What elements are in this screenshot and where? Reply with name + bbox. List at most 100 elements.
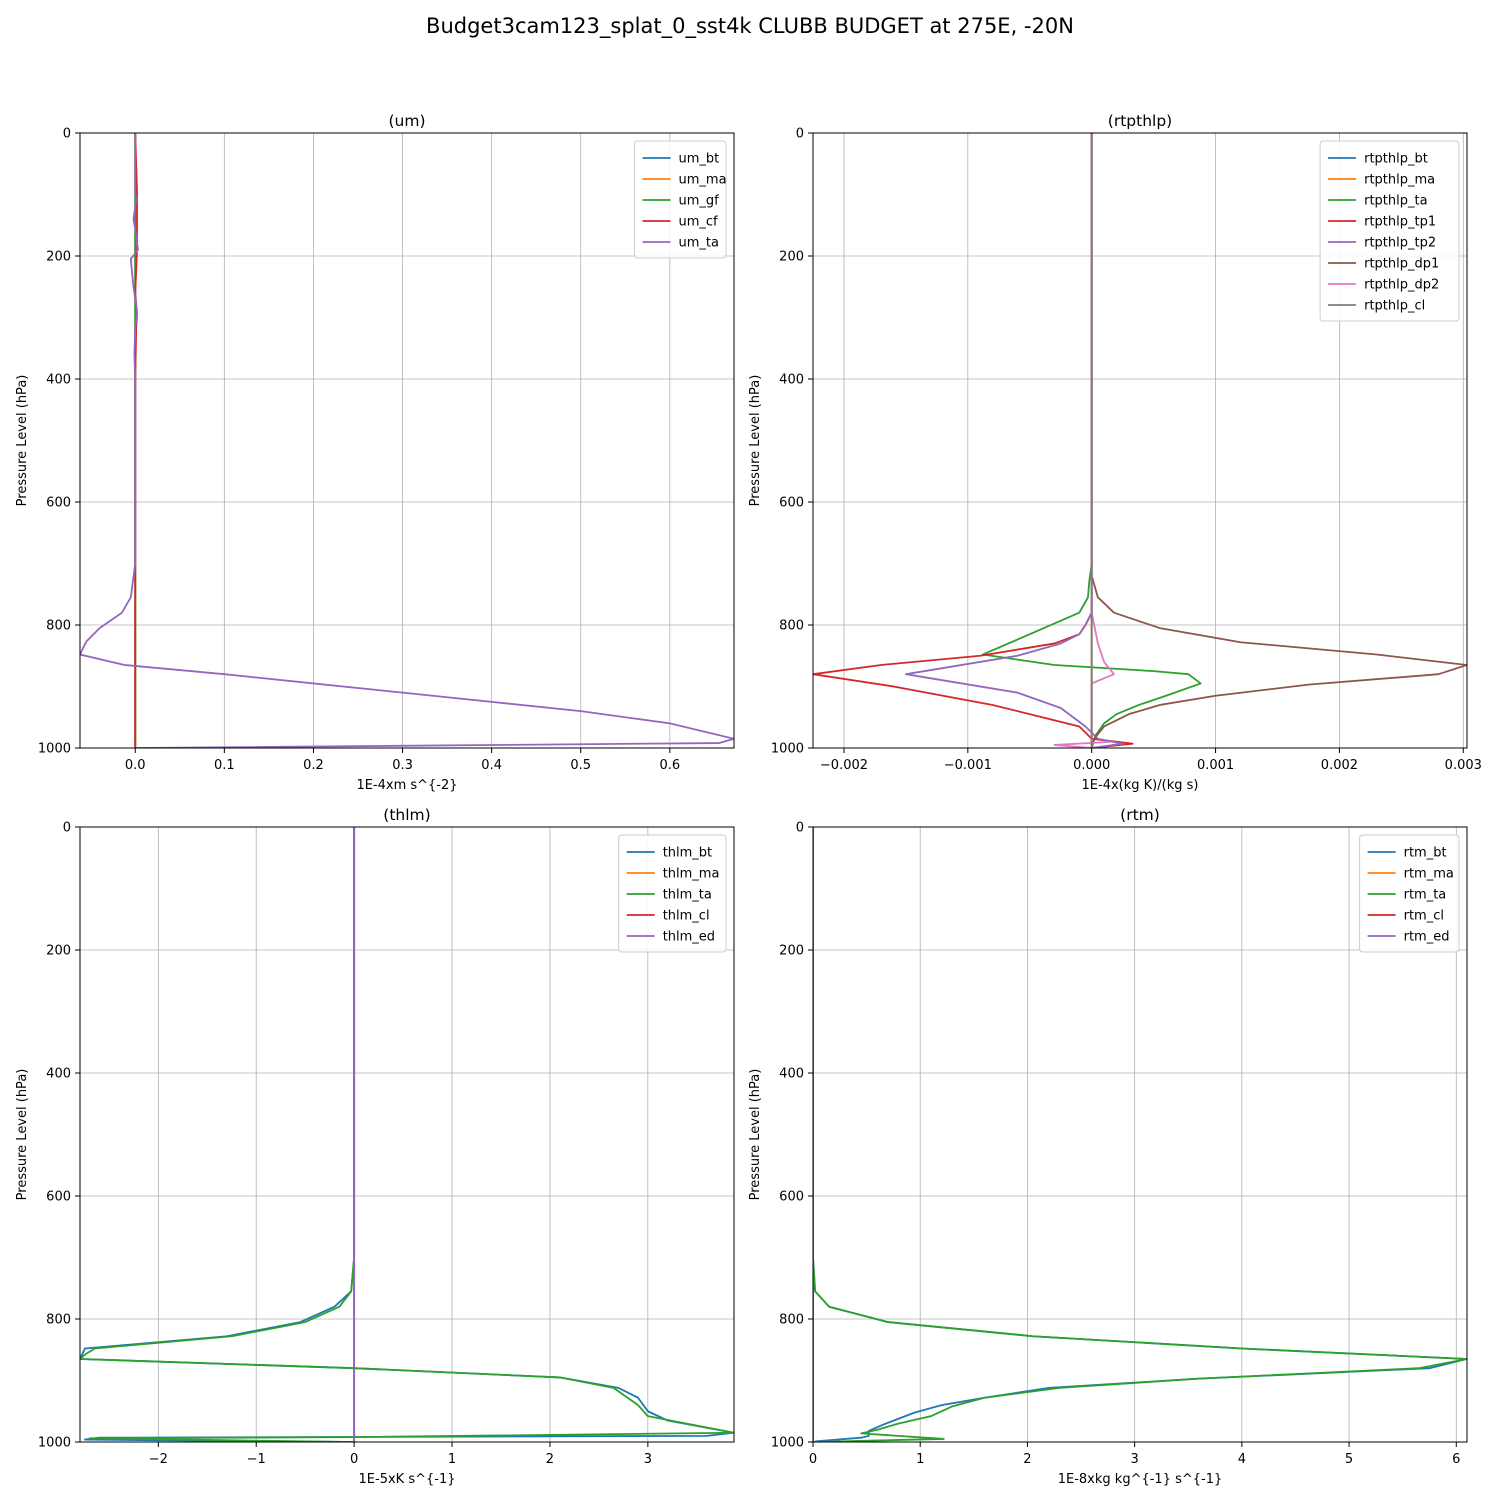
y-tick-label: 600 — [779, 496, 804, 511]
legend: rtpthlp_bt rtpthlp_ma rtpthlp_ta rtpthlp_tp… — [1319, 140, 1460, 322]
y-axis-label: Pressure Level (hPa) — [15, 1069, 30, 1201]
x-tick-label: 0.2 — [303, 758, 324, 773]
y-tick-label: 800 — [779, 1313, 804, 1328]
y-tick-label: 600 — [46, 1190, 71, 1205]
x-tick-label: 0 — [809, 1452, 817, 1467]
legend-label: rtpthlp_ma — [1364, 173, 1435, 188]
legend-box — [1359, 834, 1460, 953]
series-line-rtpthlp_dp1 — [1090, 133, 1467, 748]
x-tick-label: 3 — [644, 1452, 652, 1467]
legend-label: um_gf — [679, 194, 720, 209]
axes-frame — [812, 826, 1468, 1443]
series-line-rtpthlp_tp2 — [905, 133, 1124, 748]
y-tick-label: 1000 — [771, 742, 804, 757]
axes-frame — [79, 826, 735, 1443]
x-tick-label: 0.4 — [481, 758, 502, 773]
legend-box — [618, 834, 727, 953]
x-tick-label: 2 — [546, 1452, 554, 1467]
y-tick-label: 1000 — [38, 1436, 71, 1451]
legend: um_bt um_ma um_gf um_cf um_ta — [634, 140, 727, 259]
legend-label: thlm_ta — [663, 888, 712, 903]
legend-label: um_bt — [679, 152, 720, 167]
x-tick-label: 2 — [1023, 1452, 1031, 1467]
y-tick-label: 800 — [46, 619, 71, 634]
x-tick-label: 0.5 — [570, 758, 591, 773]
axes-frame — [79, 132, 735, 749]
y-tick-label: 0 — [796, 821, 804, 836]
y-tick-label: 600 — [46, 496, 71, 511]
legend-label: rtpthlp_dp1 — [1364, 257, 1439, 272]
series-line-rtpthlp_ta — [981, 133, 1202, 748]
x-tick-label: 0.001 — [1197, 758, 1234, 773]
legend-label: um_ma — [679, 173, 727, 188]
y-tick-label: 200 — [46, 944, 71, 959]
legend-label: um_cf — [679, 215, 719, 230]
legend-label: thlm_ed — [663, 930, 715, 945]
series-line-rtpthlp_dp2 — [1053, 133, 1115, 748]
legend-label: um_ta — [679, 236, 719, 251]
subplot-0: 0.0 0.1 0.2 0.3 0.4 0.5 0.6 0 200 400 600 800 1000 (u… — [15, 112, 735, 793]
legend-label: rtpthlp_bt — [1364, 152, 1428, 167]
x-tick-label: −1 — [247, 1452, 266, 1467]
series-line-thlm_ta — [80, 827, 734, 1442]
subplot-3: 0 1 2 3 4 5 6 0 200 400 600 800 1000 (rtm) 1E-8xkg kg^… — [748, 806, 1468, 1487]
x-tick-label: 5 — [1345, 1452, 1353, 1467]
y-tick-label: 400 — [46, 1067, 71, 1082]
x-tick-label: 4 — [1238, 1452, 1246, 1467]
legend-label: rtpthlp_dp2 — [1364, 278, 1439, 293]
x-tick-label: 0.6 — [660, 758, 681, 773]
y-tick-label: 800 — [779, 619, 804, 634]
x-axis-label: 1E-5xK s^{-1} — [359, 1472, 456, 1487]
x-tick-label: 0.003 — [1445, 758, 1482, 773]
axes-frame — [812, 132, 1468, 749]
legend-label: rtm_ed — [1404, 930, 1450, 945]
legend-label: rtm_ta — [1404, 888, 1447, 903]
legend-label: rtm_ma — [1404, 867, 1454, 882]
x-tick-label: 6 — [1452, 1452, 1460, 1467]
x-tick-label: 0.3 — [392, 758, 413, 773]
y-tick-label: 400 — [46, 373, 71, 388]
y-tick-label: 1000 — [771, 1436, 804, 1451]
legend-label: rtpthlp_cl — [1364, 299, 1425, 314]
legend-label: rtm_bt — [1404, 846, 1447, 861]
subplot-title: (rtpthlp) — [1108, 112, 1172, 130]
x-tick-label: 0.002 — [1321, 758, 1358, 773]
subplot-1: −0.002 −0.001 0.000 0.001 0.002 0.003 0 200 400 6… — [748, 112, 1482, 793]
x-tick-label: −0.001 — [944, 758, 992, 773]
legend-label: rtpthlp_tp2 — [1364, 236, 1436, 251]
series-line-um_ta — [80, 133, 734, 748]
x-axis-label: 1E-8xkg kg^{-1} s^{-1} — [1058, 1472, 1223, 1487]
legend: thlm_bt thlm_ma thlm_ta thlm_cl thlm_ed — [618, 834, 727, 953]
subplot-title: (rtm) — [1120, 806, 1160, 824]
legend-label: thlm_bt — [663, 846, 712, 861]
legend-label: thlm_cl — [663, 909, 710, 924]
legend-label: thlm_ma — [663, 867, 720, 882]
x-tick-label: 1 — [448, 1452, 456, 1467]
x-tick-label: 0.000 — [1073, 758, 1110, 773]
legend-label: rtm_cl — [1404, 909, 1444, 924]
y-tick-label: 0 — [796, 127, 804, 142]
x-axis-label: 1E-4x(kg K)/(kg s) — [1082, 778, 1199, 793]
legend-label: rtpthlp_tp1 — [1364, 215, 1436, 230]
y-tick-label: 400 — [779, 373, 804, 388]
y-tick-label: 800 — [46, 1313, 71, 1328]
subplot-title: (um) — [388, 112, 425, 130]
x-tick-label: −0.002 — [820, 758, 868, 773]
x-tick-label: 0.1 — [214, 758, 235, 773]
y-tick-label: 200 — [46, 250, 71, 265]
y-tick-label: 0 — [63, 127, 71, 142]
x-axis-label: 1E-4xm s^{-2} — [356, 778, 457, 793]
y-axis-label: Pressure Level (hPa) — [748, 375, 763, 507]
y-tick-label: 1000 — [38, 742, 71, 757]
y-axis-label: Pressure Level (hPa) — [15, 375, 30, 507]
legend-box — [634, 140, 727, 259]
y-tick-label: 400 — [779, 1067, 804, 1082]
figure-title: Budget3cam123_splat_0_sst4k CLUBB BUDGET… — [426, 14, 1074, 38]
y-tick-label: 200 — [779, 944, 804, 959]
x-tick-label: 1 — [916, 1452, 924, 1467]
x-tick-label: 3 — [1130, 1452, 1138, 1467]
subplot-2: −2 −1 0 1 2 3 0 200 400 600 800 1000 (thlm) 1E-5xK s^… — [15, 806, 735, 1487]
y-tick-label: 0 — [63, 821, 71, 836]
